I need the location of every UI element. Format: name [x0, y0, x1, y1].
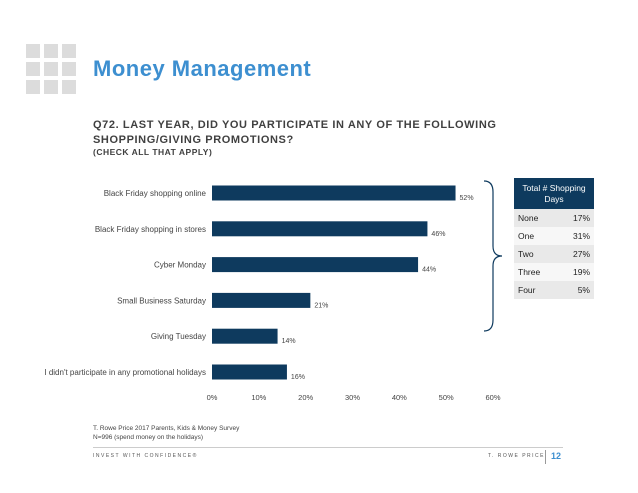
bar — [212, 221, 428, 237]
bar — [212, 185, 456, 201]
bar — [212, 257, 419, 273]
data-label: 21% — [314, 302, 328, 309]
logo-square — [26, 62, 40, 76]
bar — [212, 328, 278, 344]
page-number-divider — [545, 450, 546, 464]
row-value: 31% — [557, 227, 594, 245]
row-label: One — [514, 227, 558, 245]
table-row: Two 27% — [514, 245, 594, 263]
source-line: T. Rowe Price 2017 Parents, Kids & Money… — [93, 425, 240, 432]
data-label: 14% — [282, 338, 296, 345]
row-label: Four — [514, 281, 558, 299]
x-tick-label: 10% — [251, 393, 266, 402]
table-row: Three 19% — [514, 263, 594, 281]
row-value: 5% — [557, 281, 594, 299]
x-tick-label: 60% — [485, 393, 500, 402]
x-tick-label: 50% — [439, 393, 454, 402]
logo-grid — [26, 44, 76, 94]
page-number: 12 — [551, 451, 562, 461]
row-label: Three — [514, 263, 558, 281]
logo-square — [44, 62, 58, 76]
page-title: Money Management — [93, 56, 312, 81]
table-row: One 31% — [514, 227, 594, 245]
logo-square — [26, 44, 40, 58]
question-subtitle: (CHECK ALL THAT APPLY) — [93, 147, 213, 157]
x-tick-label: 40% — [392, 393, 407, 402]
category-label: Black Friday shopping in stores — [95, 225, 206, 234]
row-value: 19% — [557, 263, 594, 281]
table-row: Four 5% — [514, 281, 594, 299]
logo-square — [62, 80, 76, 94]
x-tick-label: 30% — [345, 393, 360, 402]
bar — [212, 364, 287, 380]
x-tick-label: 20% — [298, 393, 313, 402]
data-label: 16% — [291, 374, 305, 381]
bar — [212, 292, 311, 308]
category-label: I didn't participate in any promotional … — [44, 368, 206, 377]
logo-square — [26, 80, 40, 94]
data-label: 46% — [431, 231, 445, 238]
x-tick-label: 0% — [207, 393, 218, 402]
group-brace — [483, 180, 503, 332]
logo-square — [44, 44, 58, 58]
logo-square — [62, 62, 76, 76]
footer-tagline: INVEST WITH CONFIDENCE® — [93, 453, 198, 459]
question-text: Q72. LAST YEAR, DID YOU PARTICIPATE IN A… — [93, 119, 497, 146]
logo-square — [44, 80, 58, 94]
row-value: 17% — [557, 209, 594, 227]
row-value: 27% — [557, 245, 594, 263]
sample-line: N=996 (spend money on the holidays) — [93, 434, 204, 441]
footer-brand: T. ROWE PRICE — [488, 453, 546, 459]
source-note: T. Rowe Price 2017 Parents, Kids & Money… — [93, 424, 239, 442]
shopping-days-table: Total # Shopping Days None 17% One 31% T… — [514, 178, 594, 299]
table-header: Total # Shopping Days — [514, 178, 594, 209]
row-label: Two — [514, 245, 558, 263]
category-label: Black Friday shopping online — [104, 189, 207, 198]
category-label: Giving Tuesday — [151, 332, 206, 341]
row-label: None — [514, 209, 558, 227]
category-label: Small Business Saturday — [117, 296, 206, 305]
data-label: 44% — [422, 267, 436, 274]
category-label: Cyber Monday — [154, 261, 206, 270]
logo-square — [62, 44, 76, 58]
table-row: None 17% — [514, 209, 594, 227]
data-label: 52% — [460, 195, 474, 202]
footer-divider — [93, 447, 563, 448]
